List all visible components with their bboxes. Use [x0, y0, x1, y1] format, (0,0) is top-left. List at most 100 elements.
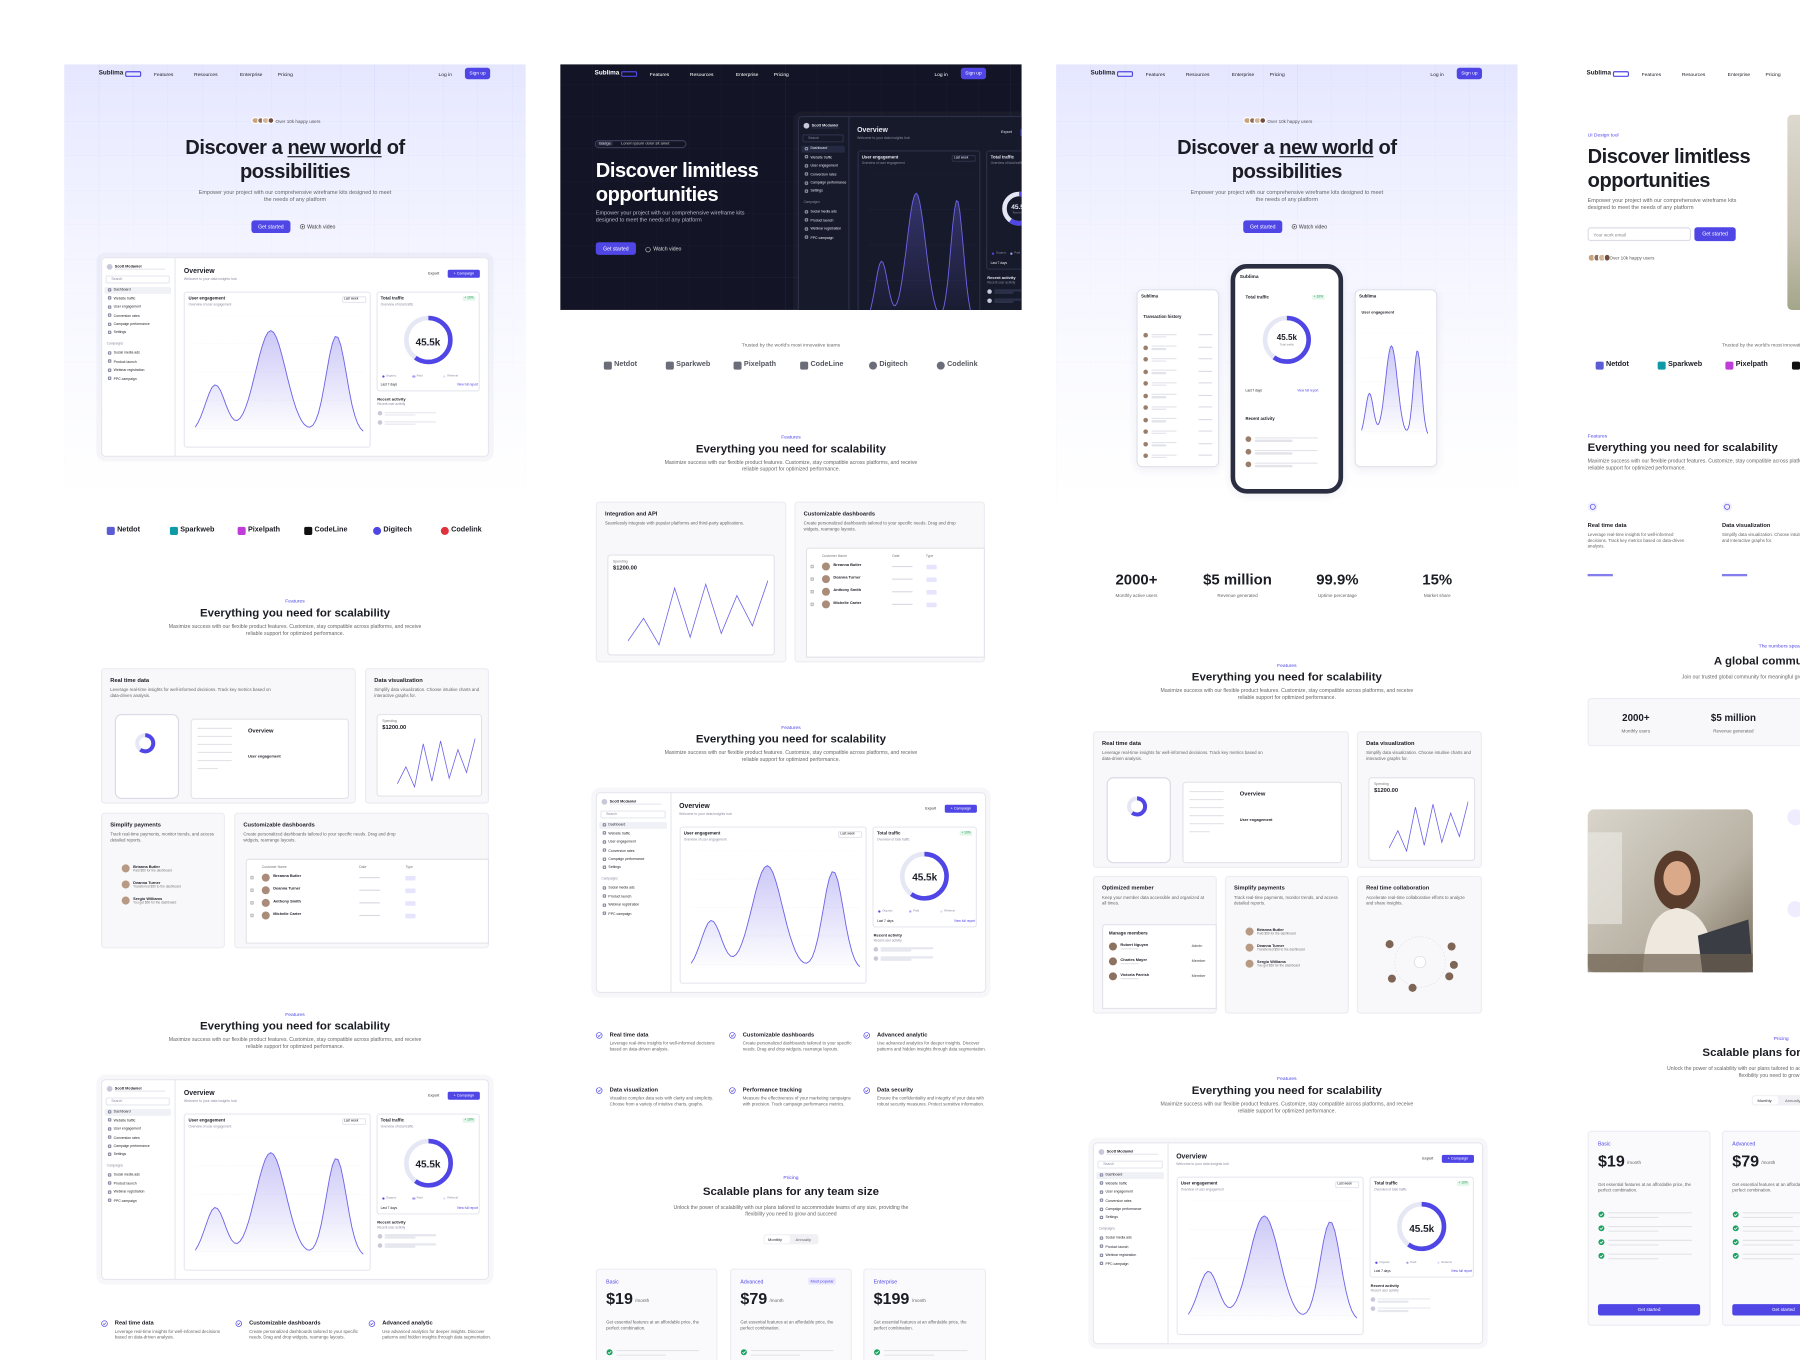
- activity-avatar: [1245, 448, 1252, 455]
- placeholder-line: [384, 420, 436, 423]
- decoration: [1002, 191, 1022, 226]
- campaign-button[interactable]: + Campaign: [447, 269, 480, 278]
- stat-value: $5 million: [1203, 570, 1272, 588]
- primary-button[interactable]: Get started: [1694, 227, 1736, 242]
- activity-avatar: [873, 946, 879, 952]
- secondary-button[interactable]: Watch video: [653, 245, 682, 252]
- primary-button[interactable]: Get started: [1243, 220, 1283, 234]
- decoration: [1262, 315, 1311, 364]
- menu-item: Website traffic: [608, 830, 631, 836]
- menu-icon: [804, 172, 809, 176]
- report-link[interactable]: View full report: [1451, 1268, 1473, 1274]
- row-date: [892, 603, 913, 605]
- toggle-option[interactable]: Annually: [795, 1236, 811, 1242]
- primary-button[interactable]: Get started: [251, 220, 291, 234]
- sidebar-divider: [174, 1079, 176, 1280]
- primary-button[interactable]: Get started: [595, 242, 636, 255]
- engagement-card: [1176, 1176, 1364, 1336]
- traffic-subtitle: Overview of total traffic: [877, 836, 910, 841]
- decoration: [1722, 502, 1732, 512]
- export-button[interactable]: Export: [1001, 130, 1012, 135]
- decoration: [1291, 224, 1297, 230]
- menu-icon: [107, 1181, 112, 1186]
- toggle-option[interactable]: Annually: [1785, 1098, 1800, 1103]
- placeholder-line: [1151, 408, 1167, 410]
- person-avatar: [821, 562, 830, 571]
- brand-badge: [125, 70, 142, 77]
- feature-text: Ensure the confidentiality and integrity…: [877, 1096, 985, 1107]
- menu-icon: [107, 1135, 112, 1139]
- toggle-option[interactable]: Monthly: [1757, 1098, 1772, 1103]
- signup-button[interactable]: Sign up: [464, 67, 491, 79]
- brand: Sublima: [98, 69, 124, 77]
- decoration: [1722, 502, 1732, 512]
- features-eyebrow: Features: [1277, 1075, 1297, 1082]
- logo-name: Netdot: [117, 525, 140, 535]
- report-link[interactable]: View full report: [953, 917, 976, 923]
- nav-link: Enterprise: [239, 71, 263, 77]
- search-box: [600, 810, 666, 818]
- check-icon: [1732, 1239, 1739, 1246]
- plan-name: Basic: [606, 1278, 619, 1285]
- activity-avatar: [1245, 436, 1252, 442]
- plan-button[interactable]: Get started: [1732, 1304, 1800, 1316]
- menu-item: PPC campaign: [810, 234, 834, 240]
- side-icon: [1787, 901, 1800, 918]
- export-button[interactable]: Export: [428, 1093, 440, 1098]
- decoration: [135, 733, 156, 754]
- decoration: [1732, 1252, 1739, 1259]
- campaign-button[interactable]: + Campaign: [1020, 128, 1022, 137]
- card-text: Create personalized dashboards tailored …: [243, 832, 396, 843]
- side-icon: [1787, 809, 1800, 826]
- period-label: Last week: [343, 1118, 359, 1123]
- legend-label: Organic: [385, 373, 397, 378]
- legend-dot: [878, 910, 881, 914]
- report-link[interactable]: View full report: [456, 1204, 479, 1210]
- nav-link: Pricing: [1269, 71, 1285, 77]
- history-avatar: [1143, 344, 1148, 350]
- placeholder-line: [1608, 1253, 1693, 1256]
- decoration: [1393, 936, 1445, 988]
- hero-title: Discover limitless opportunities: [595, 158, 759, 206]
- plan-button[interactable]: Get started: [1597, 1304, 1701, 1316]
- legend-dot: [1437, 1261, 1440, 1264]
- report-link[interactable]: View full report: [456, 382, 479, 387]
- menu-item: Conversion rates: [1105, 1198, 1132, 1203]
- placeholder-line: [197, 751, 232, 754]
- campaign-button[interactable]: + Campaign: [944, 804, 977, 813]
- signup-button[interactable]: Sign up: [960, 67, 987, 79]
- member-role: Admin: [1191, 943, 1203, 949]
- placeholder-line: [616, 1354, 667, 1356]
- decoration: [740, 1349, 747, 1356]
- card-title: Real time collaboration: [1366, 885, 1430, 892]
- secondary-button[interactable]: Watch video: [1298, 223, 1328, 230]
- user-name: Scott Mcdaniel: [811, 122, 839, 127]
- export-button[interactable]: Export: [428, 271, 440, 276]
- row-check: [810, 564, 814, 569]
- play-icon: [645, 246, 651, 252]
- activity-subtitle: Recent user activity: [377, 401, 406, 407]
- toggle-option[interactable]: Monthly: [767, 1236, 783, 1242]
- engagement-card: [183, 291, 371, 448]
- row-type: [925, 589, 937, 595]
- campaign-button[interactable]: + Campaign: [447, 1091, 480, 1100]
- search-placeholder: Search: [1103, 1161, 1115, 1167]
- engagement-card: [183, 1113, 371, 1271]
- logo-mark: [1657, 361, 1666, 370]
- legend-label: Referral: [447, 1196, 458, 1200]
- signup-button[interactable]: Sign up: [1456, 67, 1483, 79]
- social-proof: Over 10k happy users: [1267, 117, 1313, 124]
- placeholder-line: [197, 759, 232, 762]
- feature-title: Data visualization: [1721, 522, 1771, 530]
- person-avatar: [121, 896, 130, 905]
- export-button[interactable]: Export: [925, 806, 937, 811]
- decoration: [606, 1349, 613, 1356]
- activity-subtitle: Recent user activity: [987, 279, 1016, 285]
- campaign-button[interactable]: + Campaign: [1441, 1154, 1474, 1163]
- decoration: [1127, 796, 1148, 817]
- export-button[interactable]: Export: [1422, 1156, 1434, 1161]
- plan-price: $19: [1597, 1151, 1625, 1170]
- secondary-button[interactable]: Watch video: [307, 223, 336, 230]
- hero-subtitle: Empower your project with our comprehens…: [595, 211, 745, 225]
- placeholder-line: [880, 949, 912, 952]
